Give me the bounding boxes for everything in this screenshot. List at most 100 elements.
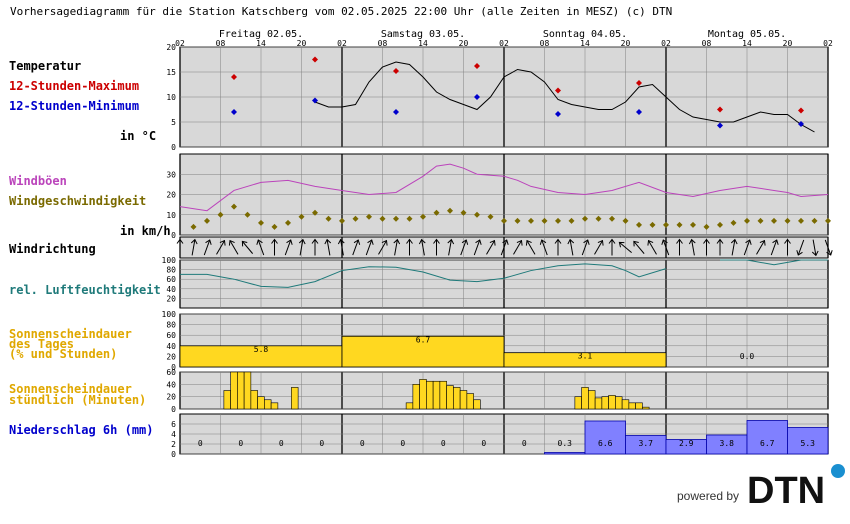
wind-arrow: [811, 239, 819, 257]
ytick-label: 40: [166, 342, 176, 351]
wind-arrow: [608, 238, 616, 256]
arrow-shaft: [191, 239, 196, 256]
arrow-shaft: [203, 239, 211, 256]
windspeed-marker: [798, 217, 804, 224]
arrow-head: [567, 238, 575, 245]
precip-value: 3.7: [639, 439, 654, 448]
arrow-head: [661, 239, 668, 245]
arrow-head: [730, 238, 738, 245]
arrow-shaft: [473, 239, 481, 256]
arrow-head: [703, 238, 710, 244]
windspeed-marker: [339, 217, 345, 224]
wind-arrow: [633, 240, 645, 254]
wind-arrow: [203, 239, 212, 256]
arrow-head: [176, 238, 184, 244]
wind-arrow: [688, 238, 696, 256]
max12-marker: [474, 63, 480, 69]
ytick-label: 0: [171, 363, 176, 372]
arrow-head: [608, 238, 616, 244]
precip-value: 0: [441, 439, 446, 448]
humidity-line: [180, 259, 828, 288]
wind-arrow: [298, 238, 306, 256]
sun-hourly-bar: [270, 402, 279, 410]
windspeed-marker: [474, 211, 480, 218]
arrow-head: [271, 238, 278, 244]
wind-arrow: [311, 238, 319, 256]
wind-arrow: [581, 239, 590, 256]
sun-hourly-bar: [642, 406, 650, 410]
ytick-label: 15: [166, 68, 176, 77]
wind-arrow: [460, 239, 469, 256]
hour-tick: 20: [621, 39, 631, 48]
arrow-head: [489, 239, 496, 246]
arrow-shaft: [216, 240, 225, 255]
arrow-shaft: [824, 239, 832, 256]
ytick-label: 30: [166, 170, 176, 179]
sun-daily-value: 6.7: [416, 335, 431, 344]
arrow-head: [447, 238, 455, 245]
sun-hourly-bar: [439, 380, 447, 410]
arrow-head: [418, 238, 426, 245]
windspeed-marker: [825, 217, 831, 224]
arrow-head: [796, 250, 803, 256]
sun-hourly-bar: [459, 390, 468, 410]
sun-hourly-bar: [621, 399, 630, 410]
gusts-label: Windböen: [9, 174, 67, 188]
windspeed-marker: [406, 215, 413, 222]
windspeed-marker: [217, 211, 224, 218]
precip-value: 0: [319, 439, 324, 448]
arrow-shaft: [378, 240, 387, 255]
sun-hourly-bar: [426, 380, 434, 410]
min12-label: 12-Stunden-Minimum: [9, 99, 139, 113]
windspeed-marker: [811, 217, 818, 224]
powered-by-text: powered by: [677, 489, 739, 503]
wind-arrow: [703, 238, 710, 256]
windspeed-marker: [784, 217, 791, 224]
ytick-label: 2: [171, 440, 176, 449]
wind-arrow: [716, 238, 724, 256]
min12-marker: [393, 109, 399, 115]
arrow-head: [554, 238, 562, 244]
precip-value: 3.8: [720, 439, 735, 448]
max12-marker: [798, 107, 804, 114]
arrow-head: [826, 250, 833, 256]
arrow-shaft: [691, 239, 695, 256]
sun-daily-value: 0.0: [740, 352, 755, 361]
windspeed-marker: [649, 221, 656, 228]
arrow-head: [367, 239, 374, 245]
arrow-shaft: [513, 240, 522, 255]
arrow-shaft: [731, 239, 736, 256]
wind-arrow: [271, 238, 278, 256]
winddir-label: Windrichtung: [9, 242, 96, 256]
arrow-head: [745, 239, 752, 245]
sun-hourly-bar: [608, 395, 616, 410]
wind-arrow: [473, 239, 482, 256]
windspeed-marker: [420, 213, 426, 220]
wind-arrow: [228, 239, 239, 255]
sun-hourly-bar: [453, 387, 461, 410]
precip-value: 0: [198, 439, 203, 448]
windspeed-marker: [528, 217, 534, 224]
arrow-head: [241, 240, 248, 247]
min12-marker: [474, 94, 480, 100]
windspeed-marker: [231, 203, 237, 210]
arrow-shaft: [569, 239, 574, 256]
sun-daily-label-1: Sonnenscheindauer: [9, 327, 132, 341]
hour-tick: 02: [175, 39, 185, 48]
precip-value: 5.3: [801, 439, 816, 448]
ytick-label: 20: [166, 294, 176, 303]
wind-arrow: [513, 239, 523, 255]
wind-arrow: [176, 238, 184, 256]
wind-arrow: [594, 239, 604, 255]
arrow-shaft: [797, 239, 805, 256]
windspeed-marker: [447, 207, 453, 214]
wind-arrow: [284, 239, 293, 256]
sun-hourly-bar: [257, 396, 265, 410]
sun-daily-bar: [503, 352, 667, 368]
sun-hourly-bar: [412, 384, 420, 410]
arrow-shaft: [421, 239, 425, 256]
wind-arrow: [784, 238, 791, 256]
wind-arrow: [365, 239, 374, 256]
max12-label: 12-Stunden-Maximum: [9, 79, 139, 93]
